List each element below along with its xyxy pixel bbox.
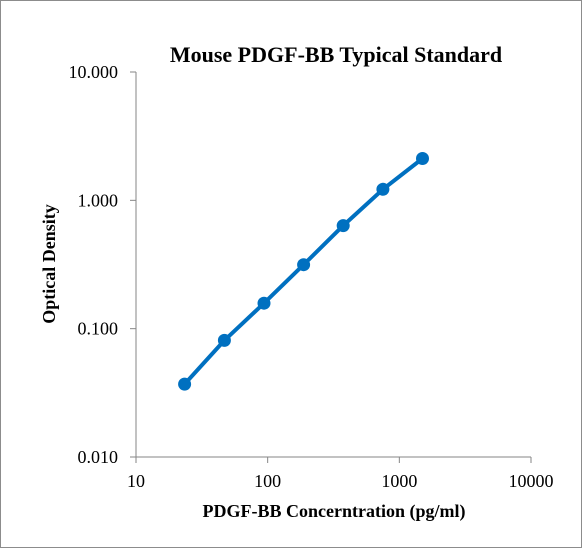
y-tick-label: 1.000 xyxy=(78,190,119,210)
axes xyxy=(135,72,531,458)
tick-labels: 0.010 0.100 1.000 10.000 10 100 1000 10000 xyxy=(69,62,554,491)
data-point xyxy=(416,152,429,165)
x-tick-label: 10000 xyxy=(509,471,554,491)
chart-title: Mouse PDGF-BB Typical Standard xyxy=(170,42,502,67)
data-point xyxy=(217,333,231,347)
y-axis-title: Optical Density xyxy=(39,204,59,324)
y-tick-label: 0.100 xyxy=(78,319,119,339)
y-tick-label: 0.010 xyxy=(78,447,119,467)
data-point xyxy=(336,219,350,233)
ticks xyxy=(130,71,532,463)
data-point xyxy=(257,296,271,310)
data-point xyxy=(178,377,192,391)
x-tick-label: 1000 xyxy=(381,471,417,491)
x-tick-label: 10 xyxy=(127,471,145,491)
x-axis-title: PDGF-BB Concerntration (pg/ml) xyxy=(203,501,466,522)
x-tick-label: 100 xyxy=(254,471,281,491)
data-point xyxy=(297,258,311,272)
y-tick-label: 10.000 xyxy=(69,62,119,82)
data-point xyxy=(376,182,390,196)
series-layer xyxy=(178,152,429,391)
